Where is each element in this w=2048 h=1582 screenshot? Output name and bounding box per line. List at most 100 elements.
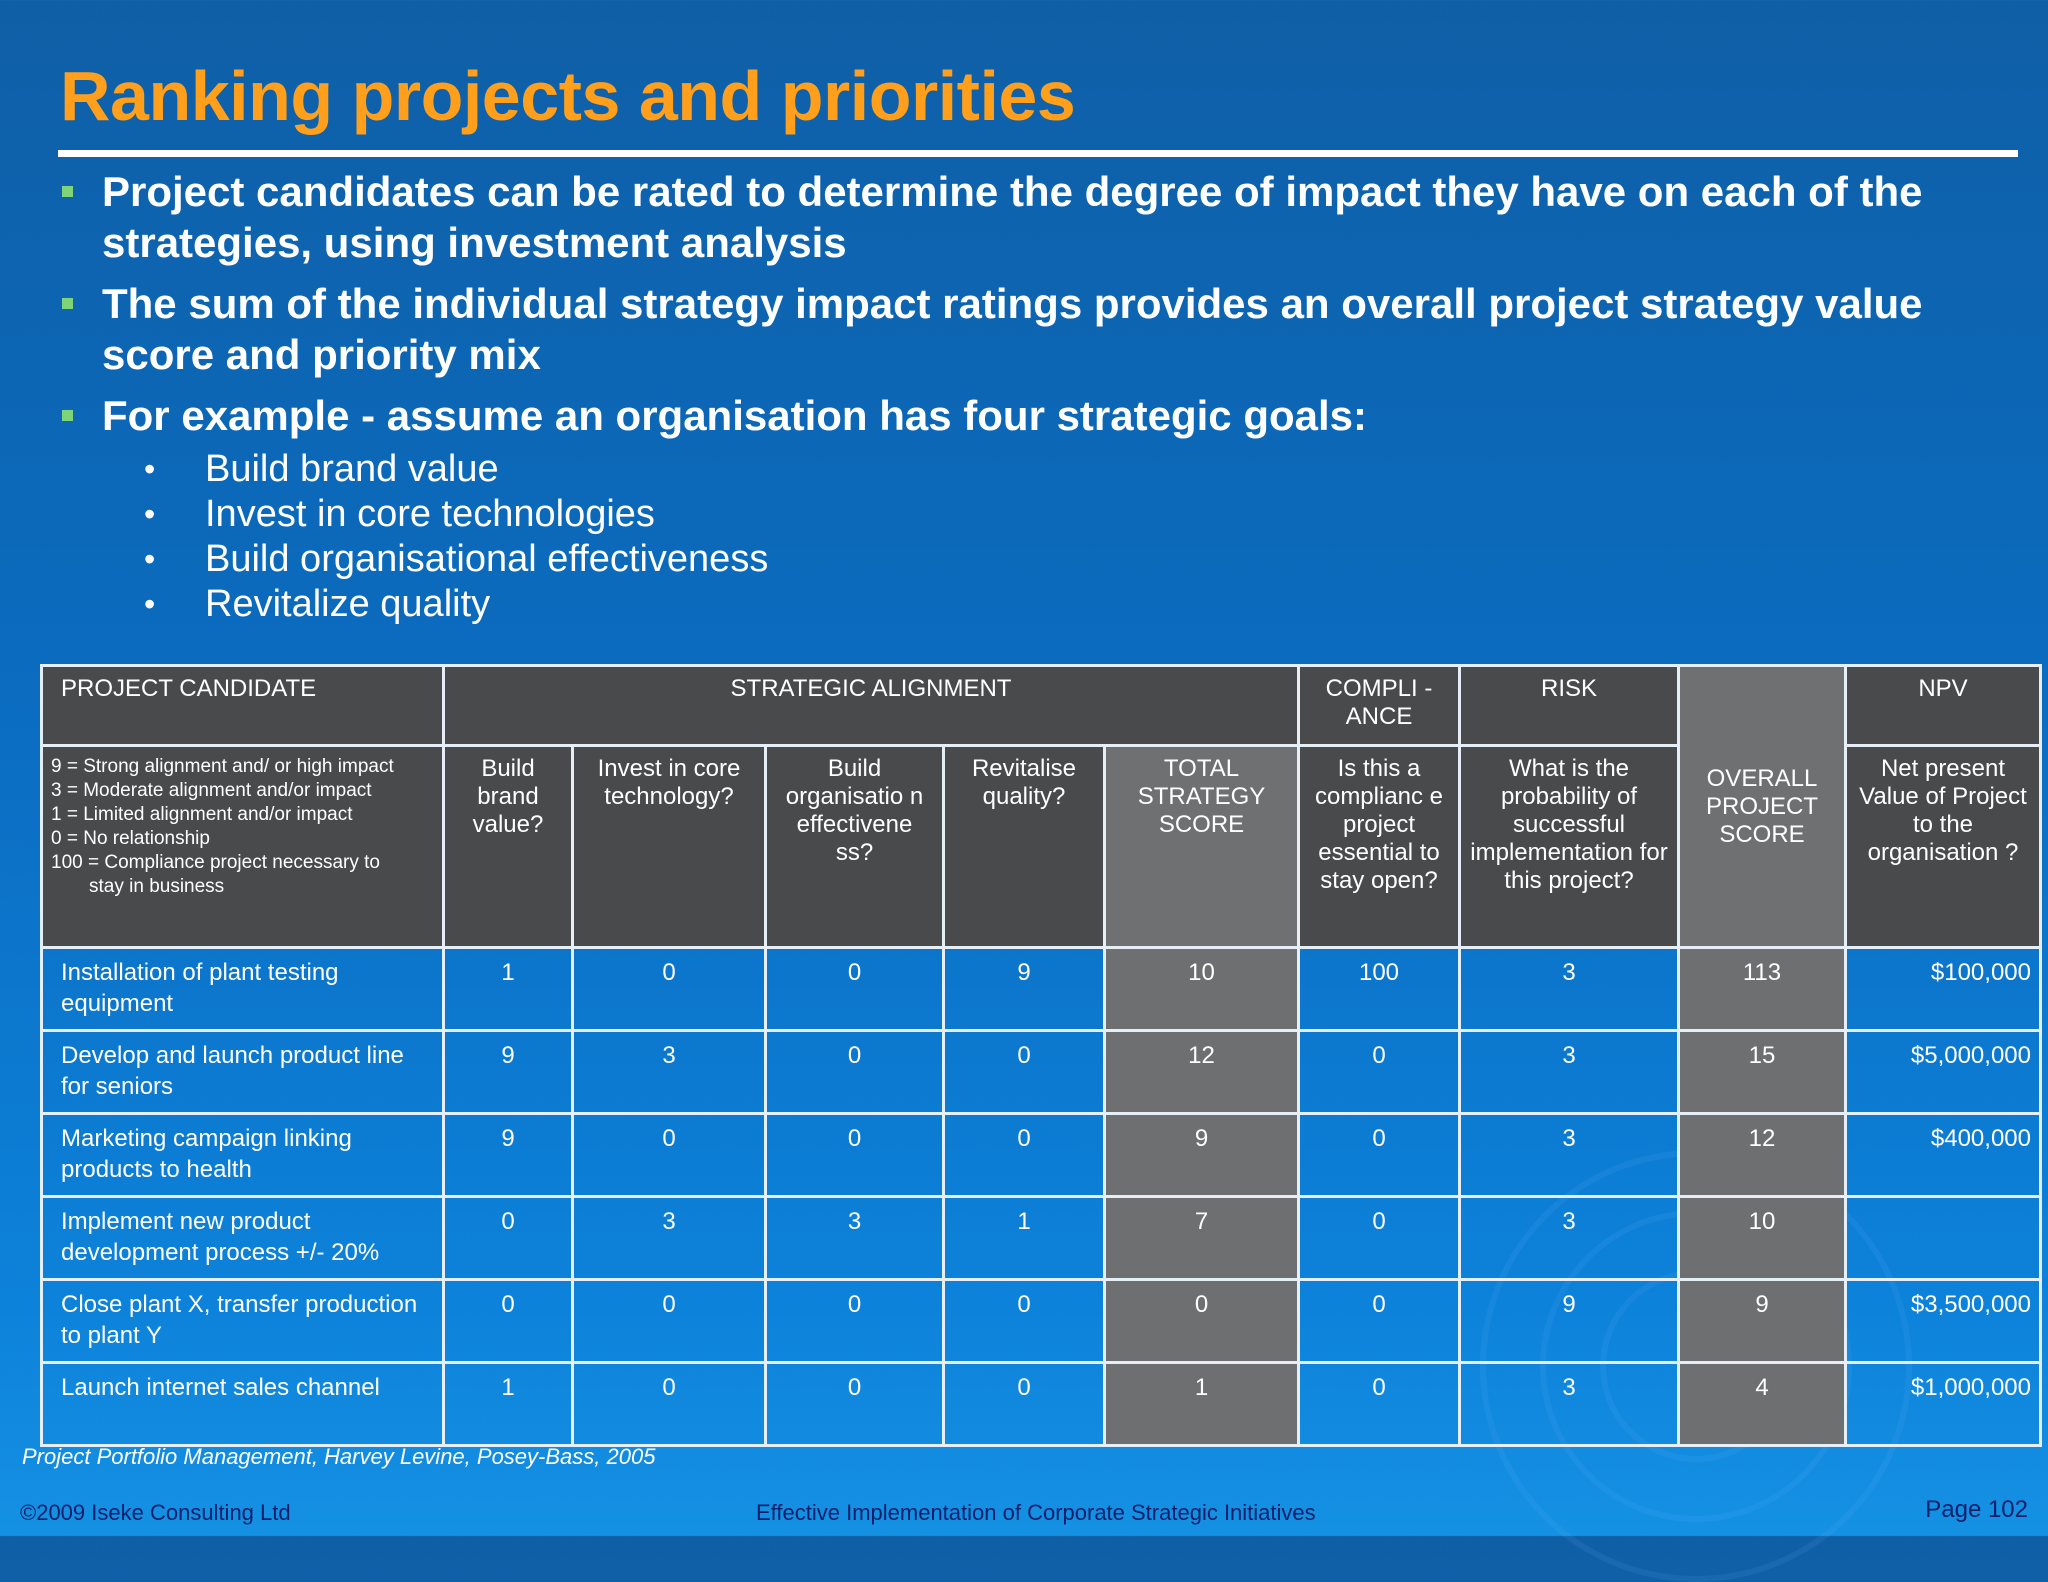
table-subheader-row: 9 = Strong alignment and/ or high impact… — [40, 744, 2042, 949]
cell-quality: 1 — [942, 1195, 1106, 1281]
subheader-compliance-question: Is this a complianc e project essential … — [1297, 744, 1461, 949]
bullet-item: Project candidates can be rated to deter… — [58, 166, 2008, 268]
cell-brand: 0 — [442, 1278, 574, 1364]
bullet-list: Project candidates can be rated to deter… — [58, 166, 2008, 627]
cell-overall: 113 — [1677, 946, 1847, 1032]
cell-compliance: 0 — [1297, 1029, 1461, 1115]
cell-brand: 1 — [442, 1361, 574, 1447]
subheader-build-org: Build organisatio n effectivene ss? — [764, 744, 945, 949]
cell-npv: $100,000 — [1844, 946, 2042, 1032]
cell-npv: $1,000,000 — [1844, 1361, 2042, 1447]
cell-compliance: 0 — [1297, 1112, 1461, 1198]
header-overall-project-score: OVERALL PROJECT SCORE — [1677, 664, 1847, 949]
cell-total: 12 — [1103, 1029, 1300, 1115]
cell-risk: 3 — [1458, 1361, 1680, 1447]
cell-risk: 3 — [1458, 1112, 1680, 1198]
footer-copyright: ©2009 Iseke Consulting Ltd — [20, 1500, 291, 1525]
project-name: Installation of plant testing equipment — [40, 946, 445, 1032]
footer-page-number: Page 102 — [1925, 1496, 2028, 1523]
cell-total: 0 — [1103, 1278, 1300, 1364]
cell-risk: 9 — [1458, 1278, 1680, 1364]
round-bullet-icon: • — [144, 451, 156, 487]
bullet-item: For example - assume an organisation has… — [58, 390, 2008, 441]
header-strategic-alignment: STRATEGIC ALIGNMENT — [442, 664, 1300, 747]
project-name: Implement new product development proces… — [40, 1195, 445, 1281]
bullet-text: The sum of the individual strategy impac… — [102, 280, 1923, 378]
cell-compliance: 0 — [1297, 1278, 1461, 1364]
bullet-text: For example - assume an organisation has… — [102, 392, 1368, 439]
header-project-candidate: PROJECT CANDIDATE — [40, 664, 445, 747]
round-bullet-icon: • — [144, 586, 156, 622]
cell-quality: 0 — [942, 1361, 1106, 1447]
cell-npv: $5,000,000 — [1844, 1029, 2042, 1115]
cell-npv: $3,500,000 — [1844, 1278, 2042, 1364]
bullet-text: Project candidates can be rated to deter… — [102, 168, 1923, 266]
cell-brand: 9 — [442, 1112, 574, 1198]
cell-core: 0 — [571, 1278, 767, 1364]
table-row: Develop and launch product line for seni… — [40, 1029, 2042, 1115]
footer-presentation-title: Effective Implementation of Corporate St… — [756, 1500, 1316, 1525]
cell-overall: 15 — [1677, 1029, 1847, 1115]
cell-org: 0 — [764, 1278, 945, 1364]
cell-brand: 9 — [442, 1029, 574, 1115]
cell-quality: 0 — [942, 1029, 1106, 1115]
table-row: Installation of plant testing equipment … — [40, 946, 2042, 1032]
cell-brand: 1 — [442, 946, 574, 1032]
cell-org: 0 — [764, 1029, 945, 1115]
cell-compliance: 100 — [1297, 946, 1461, 1032]
ranking-table: PROJECT CANDIDATE STRATEGIC ALIGNMENT CO… — [40, 664, 2042, 1447]
table-row: Launch internet sales channel 1 0 0 0 1 … — [40, 1361, 2042, 1447]
cell-compliance: 0 — [1297, 1361, 1461, 1447]
project-name: Marketing campaign linking products to h… — [40, 1112, 445, 1198]
subheader-total-strategy-score: TOTAL STRATEGY SCORE — [1103, 744, 1300, 949]
cell-risk: 3 — [1458, 946, 1680, 1032]
cell-total: 1 — [1103, 1361, 1300, 1447]
cell-overall: 4 — [1677, 1361, 1847, 1447]
table-row: Close plant X, transfer production to pl… — [40, 1278, 2042, 1364]
sub-bullet-item: • Build brand value — [144, 448, 499, 490]
cell-quality: 0 — [942, 1112, 1106, 1198]
cell-brand: 0 — [442, 1195, 574, 1281]
subheader-npv-question: Net present Value of Project to the orga… — [1844, 744, 2042, 949]
table-row: Implement new product development proces… — [40, 1195, 2042, 1281]
cell-core: 0 — [571, 1112, 767, 1198]
round-bullet-icon: • — [144, 496, 156, 532]
cell-npv — [1844, 1195, 2042, 1281]
cell-total: 10 — [1103, 946, 1300, 1032]
cell-quality: 0 — [942, 1278, 1106, 1364]
table-row: Marketing campaign linking products to h… — [40, 1112, 2042, 1198]
sub-bullet-item: • Invest in core technologies — [144, 493, 655, 535]
cell-core: 0 — [571, 1361, 767, 1447]
cell-compliance: 0 — [1297, 1195, 1461, 1281]
cell-org: 0 — [764, 1361, 945, 1447]
source-citation: Project Portfolio Management, Harvey Lev… — [22, 1444, 656, 1469]
cell-core: 3 — [571, 1195, 767, 1281]
cell-overall: 9 — [1677, 1278, 1847, 1364]
cell-org: 3 — [764, 1195, 945, 1281]
cell-core: 3 — [571, 1029, 767, 1115]
table-group-header-row: PROJECT CANDIDATE STRATEGIC ALIGNMENT CO… — [40, 664, 2042, 949]
cell-total: 7 — [1103, 1195, 1300, 1281]
cell-risk: 3 — [1458, 1195, 1680, 1281]
page-title: Ranking projects and priorities — [60, 57, 1076, 135]
header-compliance: COMPLI - ANCE — [1297, 664, 1461, 747]
cell-overall: 10 — [1677, 1195, 1847, 1281]
cell-core: 0 — [571, 946, 767, 1032]
sub-bullet-item: • Build organisational effectiveness — [144, 538, 769, 580]
cell-quality: 9 — [942, 946, 1106, 1032]
subheader-revitalise-quality: Revitalise quality? — [942, 744, 1106, 949]
cell-risk: 3 — [1458, 1029, 1680, 1115]
sub-bullet-item: • Revitalize quality — [144, 583, 491, 625]
cell-org: 0 — [764, 1112, 945, 1198]
subheader-invest-core: Invest in core technology? — [571, 744, 767, 949]
header-npv: NPV — [1844, 664, 2042, 747]
cell-overall: 12 — [1677, 1112, 1847, 1198]
subheader-risk-question: What is the probability of successful im… — [1458, 744, 1680, 949]
header-risk: RISK — [1458, 664, 1680, 747]
rating-legend: 9 = Strong alignment and/ or high impact… — [40, 744, 445, 949]
cell-npv: $400,000 — [1844, 1112, 2042, 1198]
subheader-build-brand: Build brand value? — [442, 744, 574, 949]
sub-bullet-list: • Build brand value • Invest in core techn… — [58, 447, 2008, 627]
cell-org: 0 — [764, 946, 945, 1032]
square-bullet-icon — [62, 186, 73, 197]
